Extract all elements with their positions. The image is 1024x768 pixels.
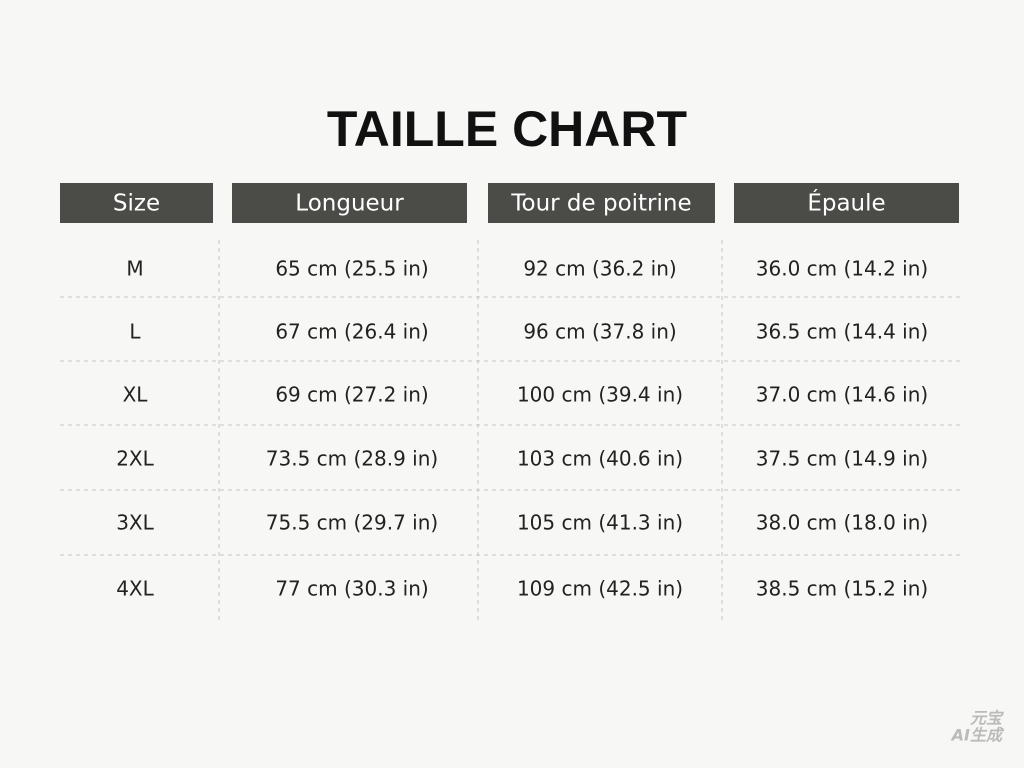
cell-text: 105 cm (41.3 in) (517, 511, 683, 535)
header-cell (734, 183, 959, 223)
cell-text: 109 cm (42.5 in) (517, 577, 683, 601)
title: TAILLE CHART (327, 101, 687, 157)
cell-text: 4XL (116, 577, 154, 601)
cell-text: 36.5 cm (14.4 in) (756, 320, 928, 344)
cell-text: 36.0 cm (14.2 in) (756, 257, 928, 281)
cell-text: XL (123, 383, 149, 407)
cell-text: 3XL (116, 511, 154, 535)
header-cell (232, 183, 467, 223)
cell-text: 75.5 cm (29.7 in) (266, 511, 438, 535)
cell-text: 96 cm (37.8 in) (523, 320, 676, 344)
watermark: AI生成 (950, 726, 1005, 745)
cell-text: L (129, 320, 141, 344)
cell-text: M (126, 257, 143, 281)
cell-text: 103 cm (40.6 in) (517, 447, 683, 471)
cell-text: 65 cm (25.5 in) (275, 257, 428, 281)
cell-text: 69 cm (27.2 in) (275, 383, 428, 407)
watermark: 元宝 (970, 709, 1004, 728)
cell-text: 67 cm (26.4 in) (275, 320, 428, 344)
header-text: Tour de poitrine (510, 191, 691, 217)
cell-text: 92 cm (36.2 in) (523, 257, 676, 281)
cell-text: 77 cm (30.3 in) (275, 577, 428, 601)
cell-text: 100 cm (39.4 in) (517, 383, 683, 407)
cell-text: 73.5 cm (28.9 in) (266, 447, 438, 471)
header-cell (488, 183, 715, 223)
cell-text: 2XL (116, 447, 154, 471)
header-text: Size (113, 191, 160, 217)
header-text: Épaule (807, 189, 885, 217)
header-text: Longueur (295, 191, 404, 217)
cell-text: 38.0 cm (18.0 in) (756, 511, 928, 535)
header-cell (60, 183, 213, 223)
cell-text: 37.5 cm (14.9 in) (756, 447, 928, 471)
cell-text: 38.5 cm (15.2 in) (756, 577, 928, 601)
cell-text: 37.0 cm (14.6 in) (756, 383, 928, 407)
